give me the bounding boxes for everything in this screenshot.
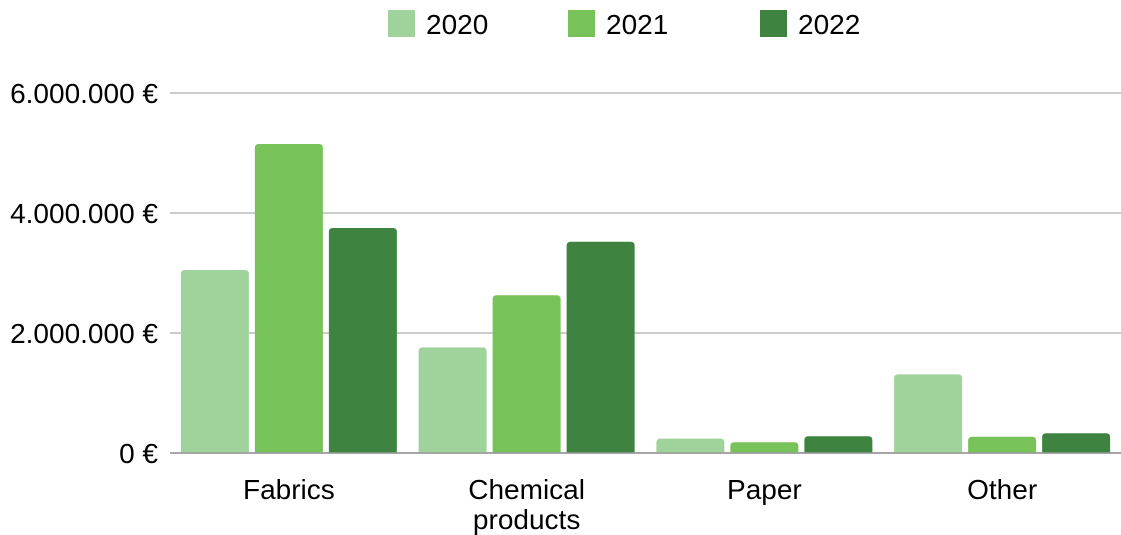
- legend-item-2022: 2022: [760, 9, 860, 40]
- legend-swatch: [568, 10, 595, 37]
- y-tick-label: 6.000.000 €: [10, 78, 158, 109]
- y-tick-label: 0 €: [119, 438, 158, 469]
- x-tick-label-chemical-products: Chemical products: [468, 474, 585, 535]
- legend-item-2020: 2020: [388, 9, 488, 40]
- legend-item-2021: 2021: [568, 9, 668, 40]
- legend: 2020 2021 2022: [388, 9, 860, 40]
- bar-fabrics-2022: [328, 228, 397, 453]
- x-tick-label-fabrics: Fabrics: [243, 474, 335, 505]
- bar-paper-2020: [656, 438, 725, 453]
- bar-fabrics-2020: [180, 270, 249, 453]
- x-tick-label-other: Other: [967, 474, 1037, 505]
- legend-label: 2022: [798, 9, 860, 40]
- y-tick-label: 4.000.000 €: [10, 198, 158, 229]
- bar-other-2022: [1042, 433, 1111, 453]
- x-axis: Fabrics Chemical products Paper Other: [243, 474, 1037, 535]
- bar-other-2021: [968, 436, 1037, 453]
- bars: [170, 144, 1121, 454]
- bar-paper-2021: [730, 442, 799, 453]
- y-axis: 0 € 2.000.000 € 4.000.000 € 6.000.000 €: [10, 78, 158, 469]
- legend-label: 2020: [426, 9, 488, 40]
- legend-swatch: [388, 10, 415, 37]
- legend-swatch: [760, 10, 787, 37]
- x-tick-label-paper: Paper: [727, 474, 802, 505]
- bar-chemical-products-2022: [566, 241, 635, 453]
- bar-paper-2022: [804, 436, 873, 453]
- bar-chemical-products-2020: [418, 347, 487, 453]
- y-tick-label: 2.000.000 €: [10, 318, 158, 349]
- bar-chemical-products-2021: [492, 295, 561, 453]
- bar-fabrics-2021: [254, 144, 323, 453]
- bar-other-2020: [894, 374, 963, 453]
- legend-label: 2021: [606, 9, 668, 40]
